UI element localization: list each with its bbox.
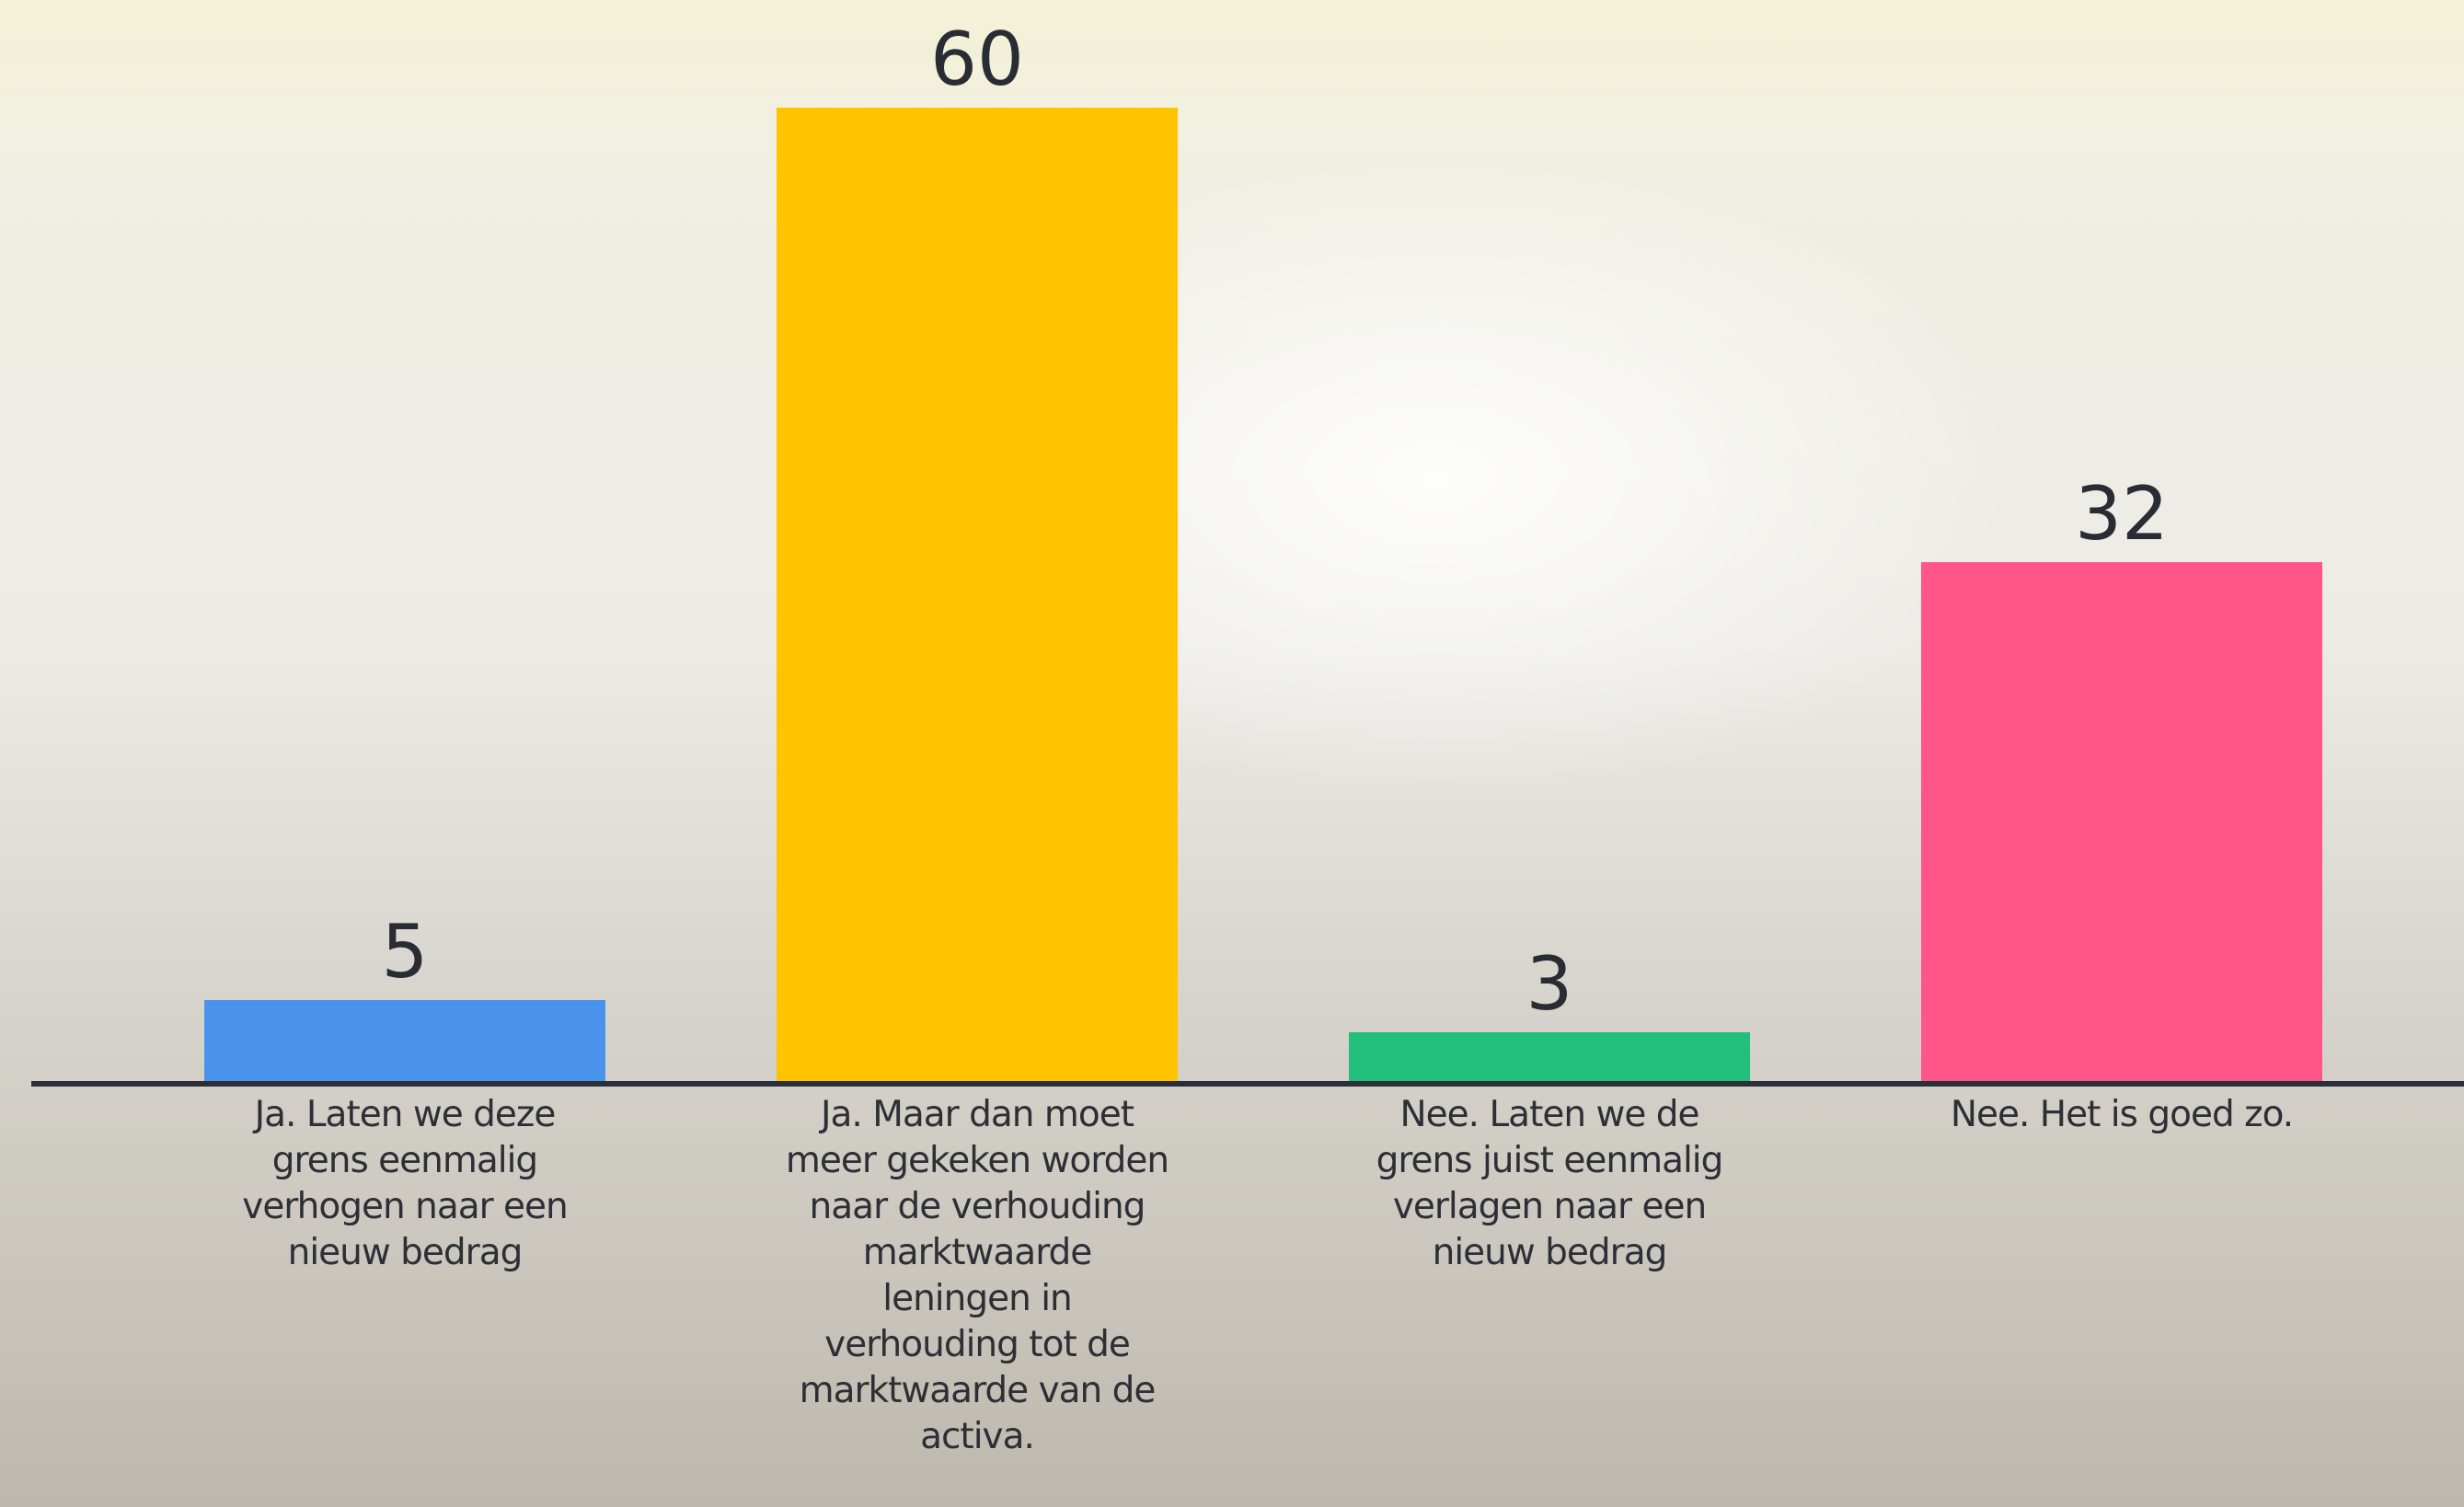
bar — [1349, 1032, 1750, 1081]
baseline — [31, 1081, 2464, 1087]
category-label: Nee. Het is goed zo. — [1929, 1092, 2315, 1138]
category-label: Ja. Laten we deze grens eenmalig verhoge… — [212, 1092, 598, 1276]
value-label: 32 — [1921, 477, 2322, 551]
value-label: 5 — [204, 915, 605, 989]
value-label: 3 — [1349, 948, 1750, 1021]
value-label: 60 — [777, 23, 1178, 97]
category-label: Ja. Maar dan moet meer gekeken worden na… — [784, 1092, 1170, 1460]
bar — [777, 108, 1178, 1081]
bar — [1921, 562, 2322, 1081]
category-label: Nee. Laten we de grens juist eenmalig ve… — [1356, 1092, 1743, 1276]
bar — [204, 1000, 605, 1081]
chart: 5 Ja. Laten we deze grens eenmalig verhog… — [0, 0, 2464, 1507]
